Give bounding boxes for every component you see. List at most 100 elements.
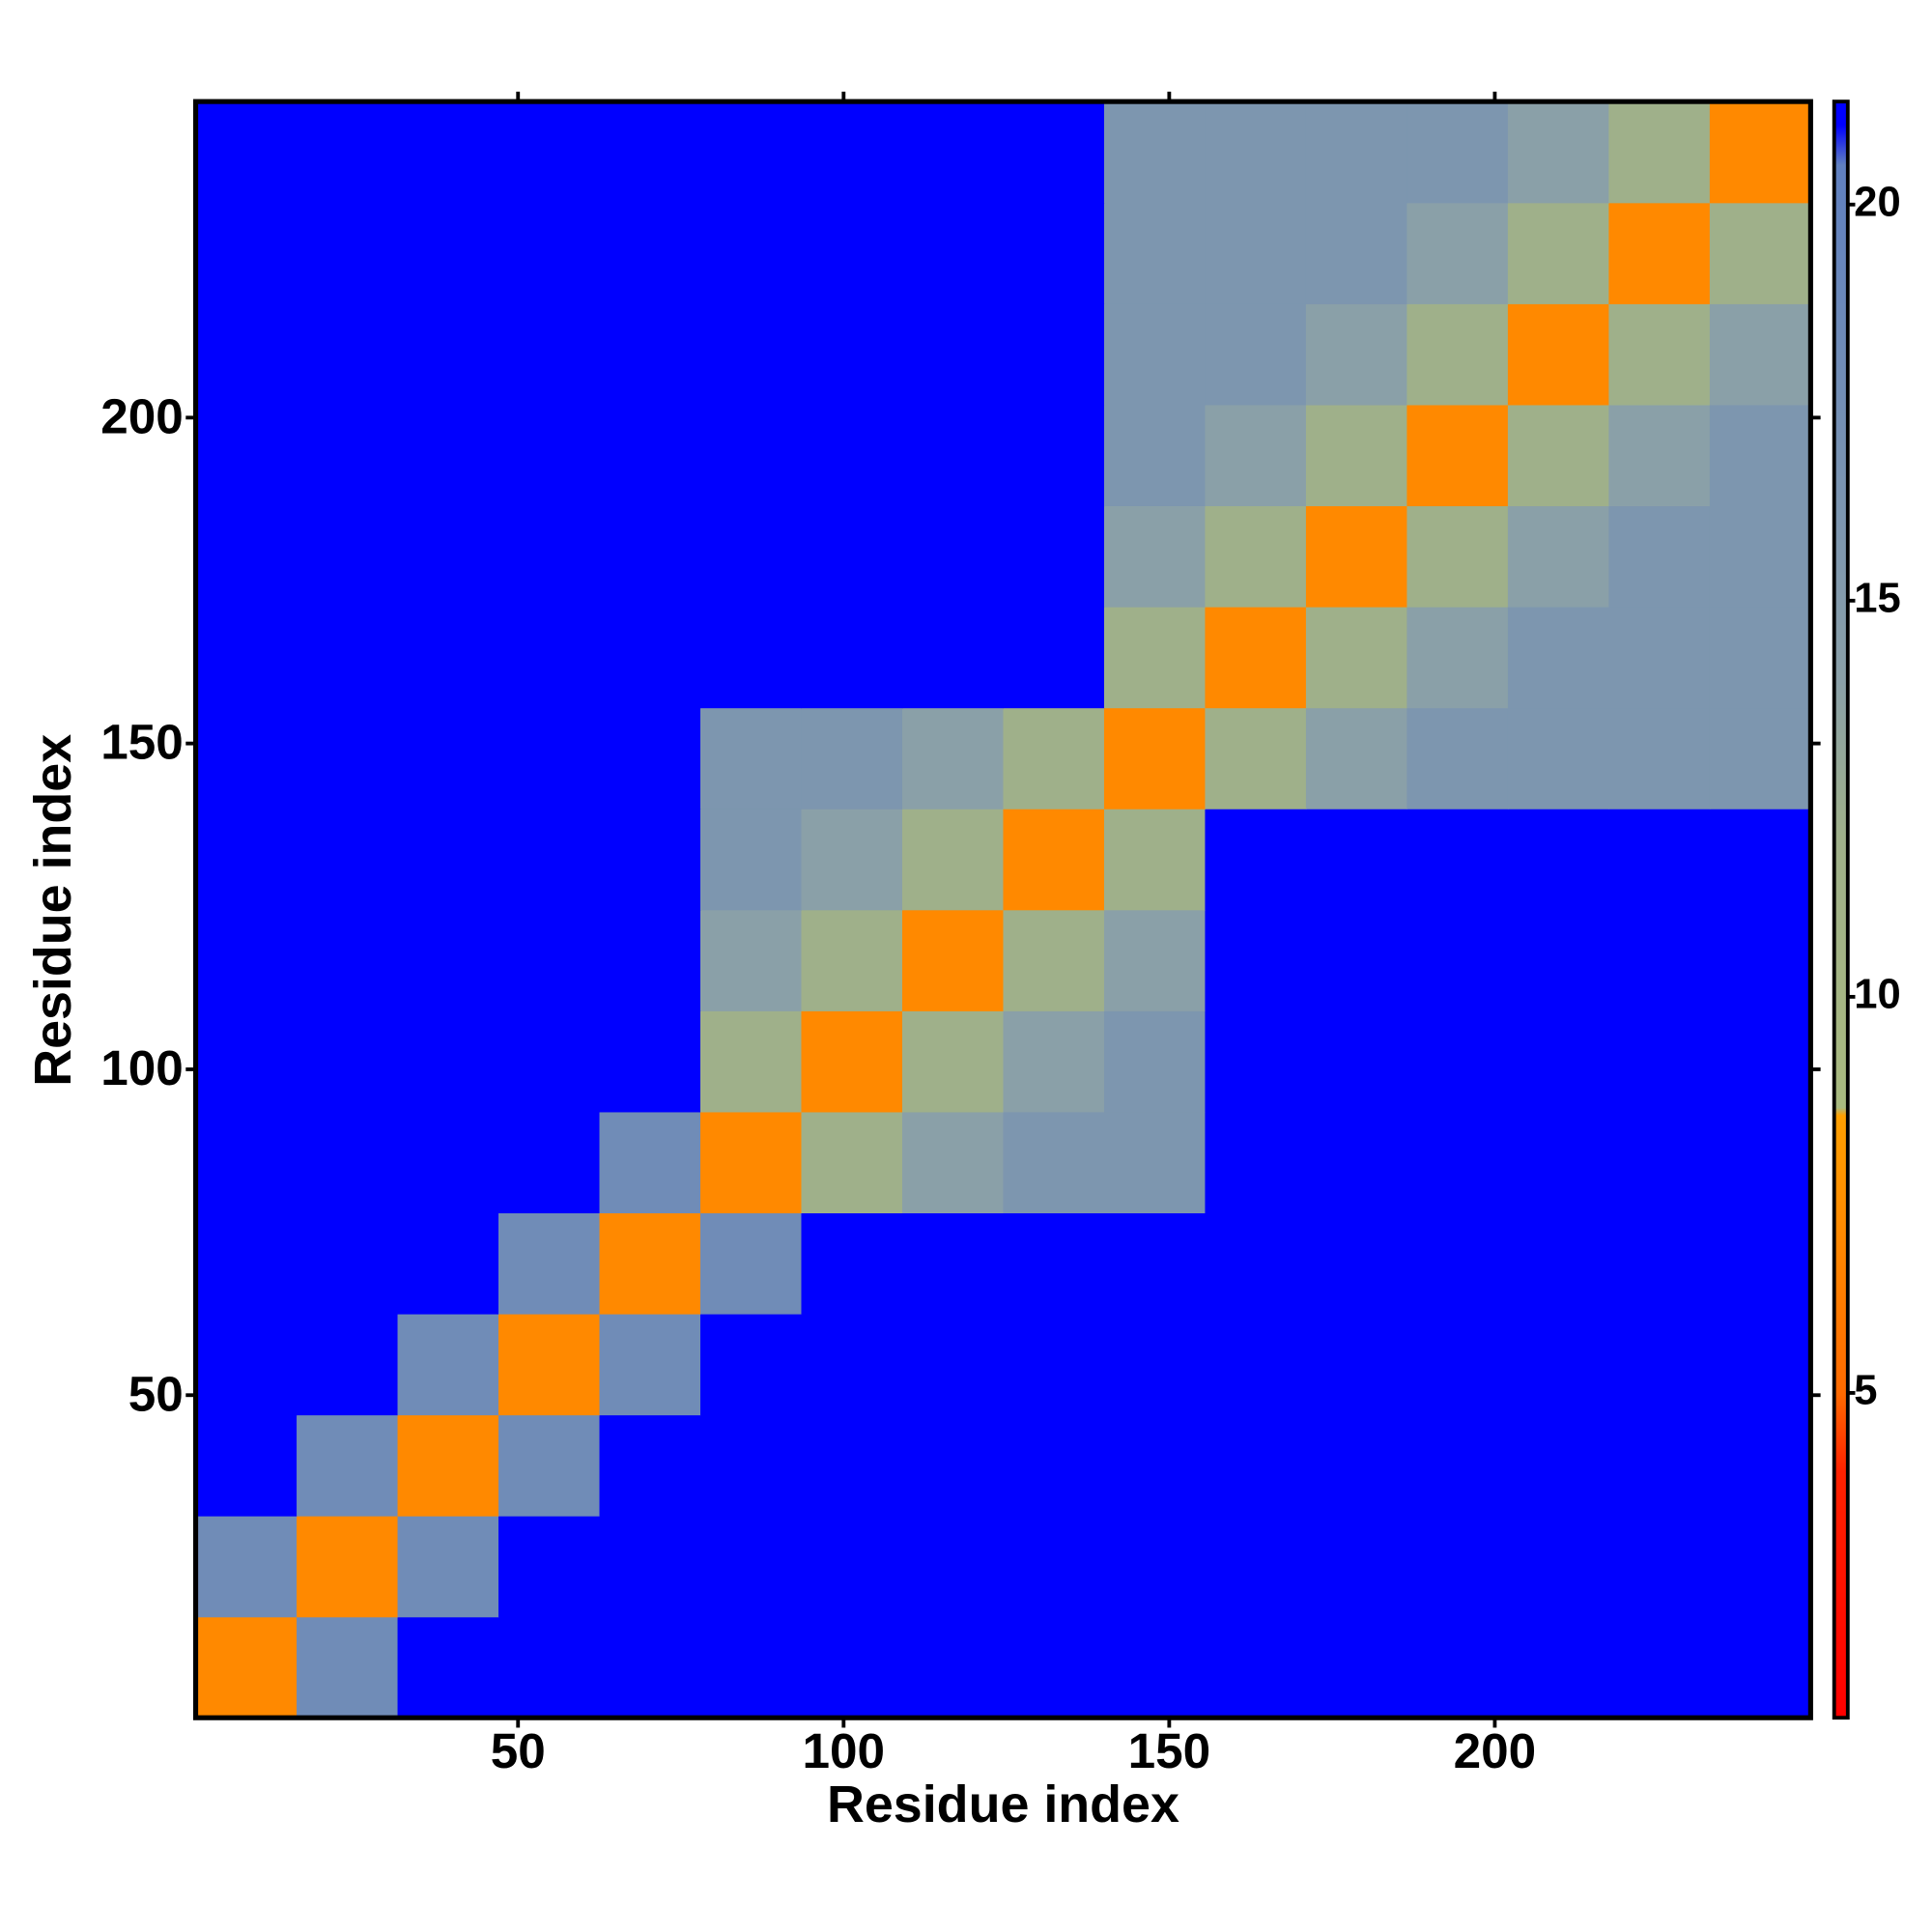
heatmap-cell: [700, 505, 803, 608]
heatmap-cell: [1406, 404, 1509, 507]
heatmap-cell: [1406, 606, 1509, 709]
heatmap-cell: [1205, 303, 1307, 406]
heatmap-cell: [1709, 1313, 1811, 1416]
heatmap-cell: [801, 1313, 903, 1416]
colorbar-tick-label: 10: [1854, 971, 1900, 1017]
heatmap-cell: [1608, 202, 1711, 304]
heatmap-cell: [498, 1010, 601, 1113]
heatmap-cell: [801, 606, 903, 709]
heatmap-cell: [1003, 1616, 1105, 1719]
heatmap-cell: [700, 1212, 803, 1315]
heatmap-cell: [700, 707, 803, 810]
x-tick-label: 200: [1454, 1723, 1537, 1778]
x-tick-label: 100: [803, 1723, 886, 1778]
heatmap-cell: [901, 202, 1005, 304]
heatmap-cell: [397, 101, 499, 204]
heatmap-cell: [1406, 1516, 1509, 1618]
heatmap-cell: [1003, 505, 1105, 608]
heatmap-cell: [1709, 909, 1811, 1011]
heatmap-cell: [1305, 909, 1408, 1011]
heatmap-cell: [498, 505, 601, 608]
heatmap-cell: [1305, 303, 1408, 406]
heatmap-cell: [1507, 303, 1610, 406]
heatmap-cell: [901, 707, 1005, 810]
heatmap-cell: [901, 505, 1005, 608]
heatmap-cell: [1406, 1212, 1509, 1315]
heatmap-cell: [297, 1516, 399, 1618]
heatmap-cell: [801, 1010, 903, 1113]
heatmap-cell: [1205, 606, 1307, 709]
heatmap-cell: [498, 1616, 601, 1719]
heatmap-cell: [1709, 809, 1811, 911]
heatmap-cell: [498, 1212, 601, 1315]
heatmap-cell: [195, 809, 298, 911]
heatmap-cell: [1003, 707, 1105, 810]
heatmap-cell: [195, 303, 298, 406]
heatmap-cell: [801, 404, 903, 507]
heatmap-cell: [1305, 1010, 1408, 1113]
heatmap-cell: [1709, 606, 1811, 709]
heatmap-cell: [297, 606, 399, 709]
colorbar: [1832, 99, 1850, 1720]
heatmap-cell: [801, 505, 903, 608]
heatmap-cell: [297, 707, 399, 810]
heatmap-cell: [1003, 606, 1105, 709]
heatmap-cell: [1709, 707, 1811, 810]
heatmap-cell: [1406, 303, 1509, 406]
heatmap-cell: [1205, 505, 1307, 608]
heatmap-cell: [195, 909, 298, 1011]
heatmap-cell: [1709, 1414, 1811, 1517]
heatmap-cell: [195, 1111, 298, 1214]
heatmap-cell: [901, 1414, 1005, 1517]
heatmap-cell: [1507, 1010, 1610, 1113]
heatmap-cell: [297, 1010, 399, 1113]
heatmap-cell: [1709, 1010, 1811, 1113]
colorbar-tick-label: 5: [1854, 1367, 1877, 1413]
heatmap-cell: [1709, 1616, 1811, 1719]
heatmap-cell: [599, 202, 701, 304]
heatmap-cell: [297, 909, 399, 1011]
heatmap-cell: [599, 404, 701, 507]
heatmap-cell: [700, 606, 803, 709]
heatmap-cell: [1103, 1010, 1207, 1113]
heatmap-cell: [1103, 303, 1207, 406]
heatmap-cell: [498, 202, 601, 304]
heatmap-cell: [599, 1111, 701, 1214]
heatmap-cell: [397, 303, 499, 406]
heatmap-cell: [700, 1111, 803, 1214]
heatmap-cell: [498, 404, 601, 507]
heatmap-cell: [1507, 505, 1610, 608]
colorbar-tick-label: 20: [1854, 179, 1900, 225]
heatmap: [195, 101, 1811, 1719]
heatmap-cell: [397, 1212, 499, 1315]
heatmap-cell: [1205, 707, 1307, 810]
heatmap-cell: [901, 909, 1005, 1011]
heatmap-cell: [397, 1313, 499, 1416]
heatmap-cell: [498, 606, 601, 709]
heatmap-cell: [700, 1616, 803, 1719]
heatmap-cell: [498, 809, 601, 911]
heatmap-cell: [599, 1414, 701, 1517]
heatmap-cell: [1406, 1616, 1509, 1719]
heatmap-cell: [901, 1010, 1005, 1113]
heatmap-cell: [1003, 1111, 1105, 1214]
heatmap-cell: [1003, 1414, 1105, 1517]
heatmap-cell: [700, 1313, 803, 1416]
heatmap-cell: [1305, 101, 1408, 204]
heatmap-cell: [195, 606, 298, 709]
heatmap-cell: [1406, 101, 1509, 204]
heatmap-cell: [700, 809, 803, 911]
heatmap-cell: [1406, 1111, 1509, 1214]
heatmap-cell: [599, 1616, 701, 1719]
heatmap-cell: [1003, 1212, 1105, 1315]
heatmap-cell: [1507, 707, 1610, 810]
heatmap-cell: [599, 1313, 701, 1416]
heatmap-cell: [801, 1516, 903, 1618]
heatmap-cell: [397, 1111, 499, 1214]
heatmap-cell: [195, 404, 298, 507]
heatmap-cell: [1608, 809, 1711, 911]
y-tick-label: 200: [100, 388, 184, 443]
heatmap-cell: [801, 303, 903, 406]
heatmap-cell: [1103, 1414, 1207, 1517]
heatmap-cell: [1507, 101, 1610, 204]
